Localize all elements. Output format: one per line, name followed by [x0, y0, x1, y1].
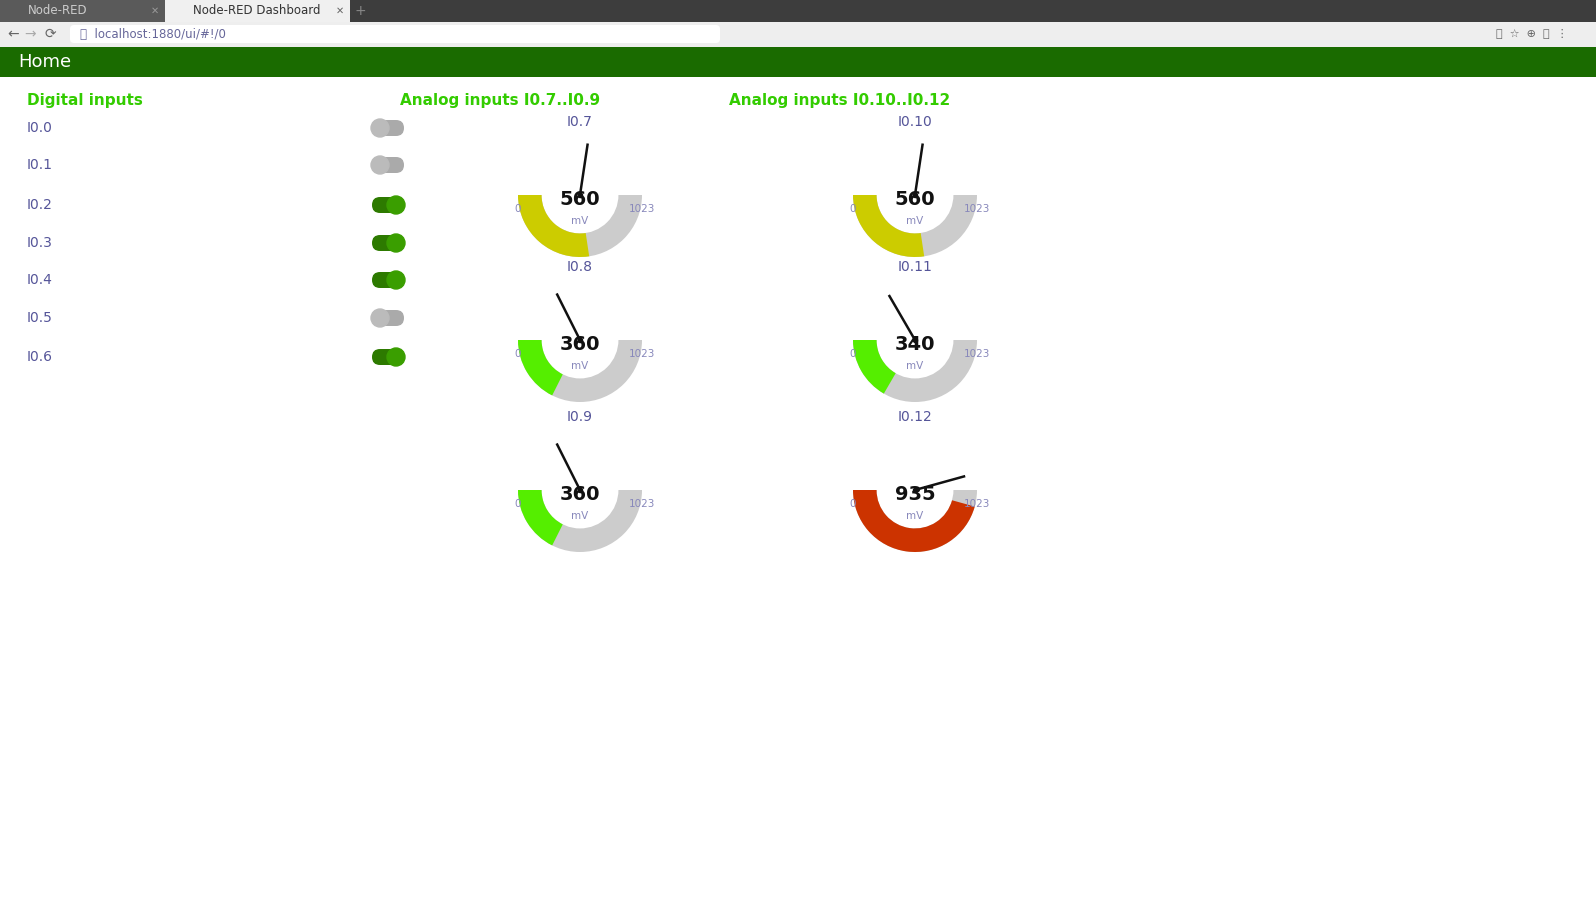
Text: I0.2: I0.2: [27, 198, 53, 212]
Text: I0.12: I0.12: [897, 410, 932, 423]
Text: Node-RED Dashboard: Node-RED Dashboard: [193, 4, 321, 17]
Text: I0.6: I0.6: [27, 350, 53, 364]
Text: I0.0: I0.0: [27, 121, 53, 135]
Text: 1023: 1023: [629, 499, 656, 509]
FancyBboxPatch shape: [372, 197, 404, 213]
Wedge shape: [519, 195, 589, 257]
Text: Node-RED: Node-RED: [29, 4, 88, 17]
Text: I0.1: I0.1: [27, 158, 53, 172]
FancyBboxPatch shape: [70, 25, 720, 43]
Text: I0.11: I0.11: [897, 260, 932, 274]
Text: 🔍  ☆  ⊕  🔴  ⋮: 🔍 ☆ ⊕ 🔴 ⋮: [1495, 29, 1567, 39]
Text: I0.5: I0.5: [27, 311, 53, 325]
Bar: [0, 0, 1596, 22]
Text: I0.10: I0.10: [897, 115, 932, 129]
Text: Digital inputs: Digital inputs: [27, 93, 144, 108]
Text: Analog inputs I0.10..I0.12: Analog inputs I0.10..I0.12: [729, 93, 951, 108]
Circle shape: [370, 156, 389, 174]
Text: ✕: ✕: [152, 6, 160, 16]
Text: +: +: [354, 4, 365, 18]
Bar: [0, 22, 1596, 47]
Circle shape: [386, 348, 405, 366]
FancyBboxPatch shape: [372, 310, 404, 326]
FancyBboxPatch shape: [372, 272, 404, 288]
Text: 0: 0: [849, 499, 855, 509]
Text: Analog inputs I0.7..I0.9: Analog inputs I0.7..I0.9: [401, 93, 600, 108]
Text: I0.9: I0.9: [567, 410, 594, 423]
Circle shape: [386, 271, 405, 289]
Text: 1023: 1023: [629, 204, 656, 214]
Wedge shape: [852, 340, 977, 402]
Text: mV: mV: [907, 216, 924, 226]
Text: Home: Home: [18, 53, 72, 71]
Wedge shape: [852, 490, 975, 552]
Text: I0.7: I0.7: [567, 115, 594, 129]
Text: 935: 935: [895, 485, 935, 504]
Circle shape: [386, 234, 405, 252]
Text: 360: 360: [560, 335, 600, 354]
Circle shape: [370, 309, 389, 327]
Text: 0: 0: [516, 499, 522, 509]
Text: 1023: 1023: [964, 349, 990, 359]
Text: 340: 340: [895, 335, 935, 354]
Circle shape: [370, 119, 389, 137]
Text: I0.4: I0.4: [27, 273, 53, 287]
Text: mV: mV: [571, 216, 589, 226]
FancyBboxPatch shape: [372, 349, 404, 365]
FancyBboxPatch shape: [372, 157, 404, 173]
Text: 560: 560: [560, 191, 600, 209]
Text: mV: mV: [907, 511, 924, 521]
Bar: [164, 0, 350, 22]
Wedge shape: [852, 490, 977, 552]
Wedge shape: [519, 490, 642, 552]
Text: ←: ←: [8, 27, 19, 41]
Wedge shape: [519, 490, 563, 546]
Text: I0.8: I0.8: [567, 260, 594, 274]
Text: 1023: 1023: [629, 349, 656, 359]
Text: mV: mV: [571, 511, 589, 521]
FancyBboxPatch shape: [372, 120, 404, 136]
Text: 1023: 1023: [964, 499, 990, 509]
Text: 0: 0: [849, 204, 855, 214]
Text: 0: 0: [849, 349, 855, 359]
Bar: [0, 47, 1596, 77]
Text: 560: 560: [895, 191, 935, 209]
Text: 0: 0: [516, 204, 522, 214]
Text: 1023: 1023: [964, 204, 990, 214]
Wedge shape: [519, 340, 642, 402]
Text: ⟳: ⟳: [45, 27, 56, 41]
Text: mV: mV: [907, 361, 924, 371]
Wedge shape: [852, 195, 924, 257]
Circle shape: [386, 196, 405, 214]
Text: 0: 0: [516, 349, 522, 359]
Text: ⓘ  localhost:1880/ui/#!/0: ⓘ localhost:1880/ui/#!/0: [80, 28, 227, 40]
Wedge shape: [852, 195, 977, 257]
Wedge shape: [519, 340, 563, 396]
Text: ✕: ✕: [335, 6, 345, 16]
Wedge shape: [519, 195, 642, 257]
Text: →: →: [24, 27, 35, 41]
Text: mV: mV: [571, 361, 589, 371]
Wedge shape: [852, 340, 895, 394]
FancyBboxPatch shape: [372, 235, 404, 251]
Text: I0.3: I0.3: [27, 236, 53, 250]
Bar: [0, 0, 164, 22]
Text: 360: 360: [560, 485, 600, 504]
